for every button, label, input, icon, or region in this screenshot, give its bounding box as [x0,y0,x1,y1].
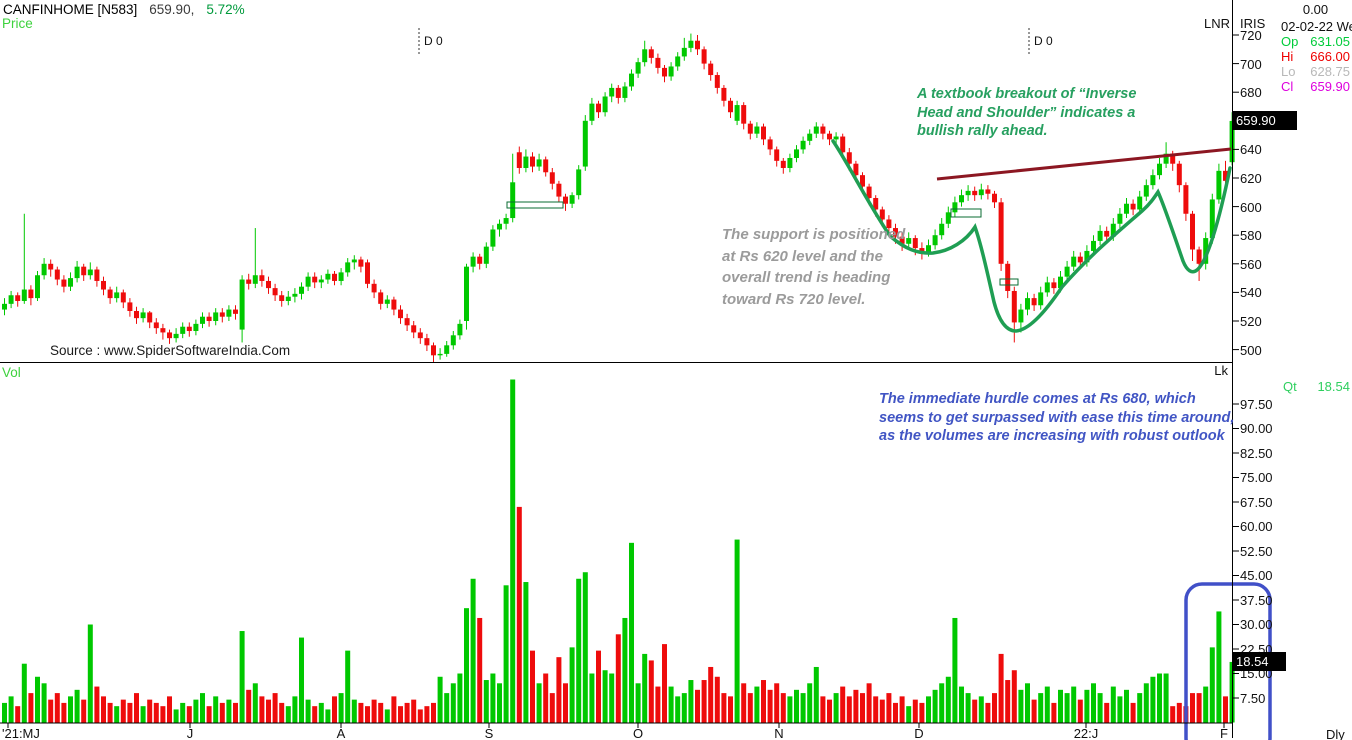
volume-axis-tick: 52.50 [1240,543,1273,559]
annotation-support-note: The support is positioned at Rs 620 leve… [722,226,906,308]
volume-axis-tick: 7.50 [1240,690,1266,706]
price-axis-tick: 540 [1240,285,1262,301]
volume-bars-layer [2,379,1235,723]
consolidation-box [506,201,564,209]
volume-axis-tick: 67.50 [1240,494,1273,510]
close-label: Cl [1281,79,1294,94]
price-axis-tick: 620 [1240,171,1262,186]
price-axis-tick: 720 [1240,28,1262,43]
price-axis-tick: 680 [1240,85,1262,101]
volume-axis-tick: 45.00 [1240,568,1273,584]
last-traded-price: 659.90, [149,2,195,17]
high-value: 666.00 [1310,49,1350,64]
volume-unit-label: Lk [1214,363,1228,378]
d0-marker-label: D 0 [424,34,443,48]
volume-axis-tick: 82.50 [1240,445,1273,461]
close-value: 659.90 [1310,79,1350,94]
open-value: 631.05 [1310,34,1350,49]
iris-indicator-label: IRIS [1240,16,1266,31]
x-axis-month-label: A [336,726,346,740]
consolidation-box [950,208,982,218]
symbol-name: CANFINHOME [N583] [3,2,138,17]
neckline-trendline [936,147,1232,181]
low-value: 628.75 [1310,64,1350,79]
source-credit: Source : www.SpiderSoftwareIndia.Com [50,343,291,358]
d0-marker-label: D 0 [1034,34,1053,48]
price-pane-label: Price [2,16,33,31]
x-axis-month-label: N [774,726,784,740]
candles-layer [2,33,1235,363]
x-axis-month-label: '21:MJ [2,726,40,740]
quantity-row: Qt 18.54 [1283,379,1350,394]
last-volume-axis-highlight: 18.54 [1233,652,1286,671]
x-axis-month-label: F [1220,726,1228,740]
periodicity-label: Dly [1326,727,1345,740]
percent-change: 5.72% [206,2,245,17]
low-label: Lo [1281,64,1296,79]
quote-date: 02-02-22 We [1281,19,1352,34]
price-axis-tick: 700 [1240,56,1262,72]
x-axis-month-label: J [186,726,194,740]
inverse-head-shoulders-curve [831,139,1232,333]
volume-pane-label: Vol [2,365,21,380]
price-axis-tick: 500 [1240,342,1262,358]
x-axis-month-label: S [484,726,494,740]
volume-axis-tick: 75.00 [1240,470,1273,486]
high-label: Hi [1281,49,1294,64]
volume-axis-tick: 97.50 [1240,396,1273,412]
last-price-axis-highlight: 659.90 [1233,111,1297,130]
volume-axis-tick: 30.00 [1240,617,1273,633]
close-row: Cl 659.90 [1281,79,1350,94]
consolidation-box [999,278,1019,286]
price-axis-tick: 560 [1240,256,1262,272]
quantity-label: Qt [1283,379,1297,394]
open-label: Op [1281,34,1299,49]
low-row: Lo 628.75 [1281,64,1350,79]
lnr-indicator-label: LNR [1203,16,1230,31]
annotation-hurdle-note: The immediate hurdle comes at Rs 680, wh… [879,391,1235,444]
annotation-breakout-note: A textbook breakout of “Inverse Head and… [917,86,1137,139]
volume-axis-tick: 90.00 [1240,421,1273,437]
x-axis-month-label: O [632,726,644,740]
open-row: Op 631.05 [1281,34,1350,49]
volume-axis-tick: 37.50 [1240,592,1273,608]
price-axis-tick: 640 [1240,142,1262,158]
price-axis-tick: 580 [1240,228,1262,244]
quantity-value: 18.54 [1317,379,1350,394]
chart-header: CANFINHOME [N583] 659.90, 5.72% [3,2,245,17]
price-axis-tick: 600 [1240,199,1262,215]
ohlc-info-panel: 0.00 02-02-22 We Op 631.05 Hi 666.00 Lo … [1281,2,1352,94]
volume-axis-tick: 60.00 [1240,519,1273,535]
net-change-value: 0.00 [1302,2,1329,17]
price-axis-tick: 520 [1240,314,1262,329]
high-row: Hi 666.00 [1281,49,1350,64]
x-axis-month-label: 22:J [1073,726,1099,740]
x-axis-month-label: D [914,726,924,740]
